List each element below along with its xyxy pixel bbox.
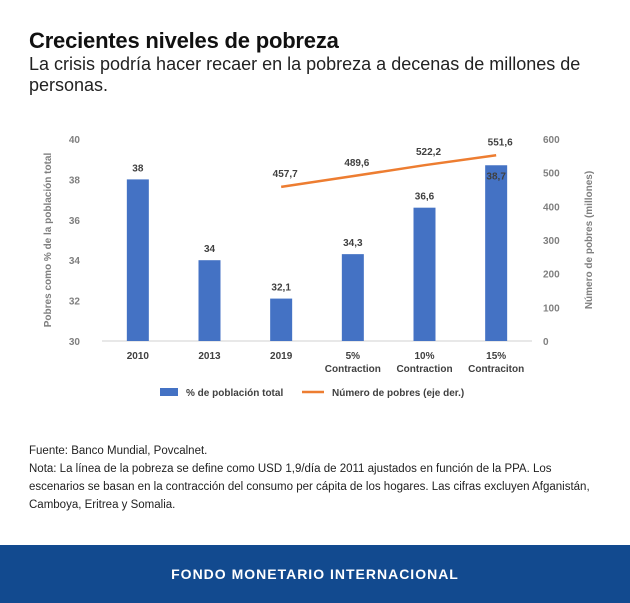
- legend-label-line: Número de pobres (eje der.): [332, 388, 464, 399]
- bar-value-label: 38: [132, 163, 144, 174]
- legend-label-bars: % de población total: [186, 388, 283, 399]
- source-note: Fuente: Banco Mundial, Povcalnet.: [29, 445, 208, 457]
- right-tick-label: 600: [543, 135, 560, 146]
- bar: [413, 207, 436, 341]
- category-label: 2010: [127, 351, 150, 362]
- bar: [270, 298, 293, 341]
- bar: [485, 165, 508, 341]
- chart-subtitle: La crisis podría hacer recaer en la pobr…: [29, 54, 581, 95]
- chart-title: Crecientes niveles de pobreza: [29, 28, 339, 53]
- bar-value-label: 32,1: [271, 283, 291, 294]
- bar-value-label: 38,7: [486, 171, 506, 182]
- line-value-label: 551,6: [488, 137, 513, 148]
- right-tick-label: 400: [543, 202, 560, 213]
- right-tick-label: 300: [543, 236, 560, 247]
- category-label: 10%: [414, 351, 434, 362]
- bar-value-label: 34: [204, 244, 216, 255]
- line-value-label: 489,6: [344, 158, 369, 169]
- methodology-note: Nota: La línea de la pobreza se define c…: [29, 463, 590, 511]
- category-label: 2019: [270, 351, 293, 362]
- left-axis-title: Pobres como % de la población total: [43, 153, 54, 328]
- left-tick-label: 36: [69, 216, 81, 227]
- left-tick-label: 40: [69, 135, 81, 146]
- category-label: Contraction: [325, 364, 381, 375]
- left-tick-label: 30: [69, 337, 81, 348]
- chart-notes: Fuente: Banco Mundial, Povcalnet. Nota: …: [29, 442, 599, 514]
- poor-count-line: [280, 154, 497, 189]
- category-label: 2013: [198, 351, 221, 362]
- right-tick-label: 0: [543, 337, 549, 348]
- line-value-label: 522,2: [416, 147, 441, 158]
- bar: [126, 179, 149, 341]
- left-tick-label: 34: [69, 256, 81, 267]
- right-tick-label: 500: [543, 169, 560, 180]
- category-label: 15%: [486, 351, 506, 362]
- right-tick-label: 100: [543, 303, 560, 314]
- right-axis-title: Número de pobres (millones): [584, 171, 595, 309]
- category-label: 5%: [346, 351, 361, 362]
- bar: [341, 254, 364, 341]
- legend-swatch-bars: [160, 388, 178, 396]
- footer-banner: FONDO MONETARIO INTERNACIONAL: [0, 545, 630, 603]
- category-label: Contraction: [396, 364, 452, 375]
- bar-value-label: 34,3: [343, 238, 363, 249]
- bar: [198, 260, 221, 341]
- footer-label: FONDO MONETARIO INTERNACIONAL: [171, 566, 459, 582]
- bar-value-label: 36,6: [415, 192, 435, 203]
- left-tick-label: 32: [69, 297, 81, 308]
- line-value-label: 457,7: [273, 169, 298, 180]
- left-tick-label: 38: [69, 175, 81, 186]
- category-label: Contraciton: [468, 364, 524, 375]
- right-tick-label: 200: [543, 270, 560, 281]
